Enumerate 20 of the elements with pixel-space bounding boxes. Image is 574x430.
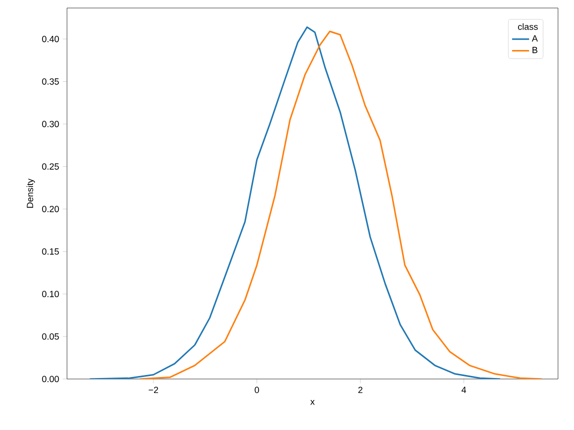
y-tick-label: 0.05 xyxy=(42,333,59,340)
y-tick-label: 0.10 xyxy=(42,290,59,298)
line-series xyxy=(89,26,501,379)
legend-label: A xyxy=(532,35,538,42)
y-tick-label: 0.20 xyxy=(42,206,59,212)
legend-title: class xyxy=(518,23,538,30)
y-tick-label: 0.00 xyxy=(42,376,59,382)
legend-label: B xyxy=(532,46,538,54)
x-axis-title: x xyxy=(310,400,315,405)
x-tick-label: 4 xyxy=(462,386,466,393)
y-tick-label: 0.30 xyxy=(42,120,59,128)
x-tick-label: 0 xyxy=(254,386,260,394)
line-series xyxy=(139,30,543,379)
y-tick-label: 0.25 xyxy=(42,163,59,170)
y-tick-label: 0.15 xyxy=(42,248,59,255)
y-tick-label: 0.40 xyxy=(42,36,59,42)
y-axis-title: Density xyxy=(26,178,35,208)
x-tick-label: 2 xyxy=(358,386,362,394)
y-tick-label: 0.35 xyxy=(42,78,59,85)
x-tick-label: −2 xyxy=(148,386,158,394)
